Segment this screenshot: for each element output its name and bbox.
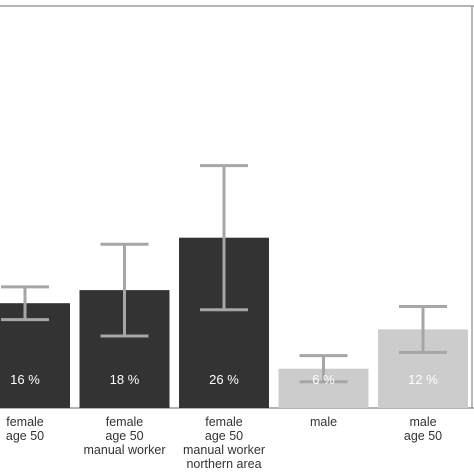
value-labels-group: 16 % 18 % 26 % 6 % 12 % xyxy=(10,372,438,387)
category-label-3: female age 50 manual worker northern area xyxy=(183,415,265,471)
category-label-4: male xyxy=(310,415,337,429)
value-label-3: 26 % xyxy=(209,372,239,387)
value-label-4: 6 % xyxy=(312,372,335,387)
error-bar-4 xyxy=(299,354,348,384)
category-label-1: female age 50 xyxy=(6,415,44,443)
error-bar-1 xyxy=(1,285,49,322)
value-label-2: 18 % xyxy=(110,372,140,387)
error-bar-5 xyxy=(399,304,447,354)
category-labels-group: female age 50 female age 50 manual worker fem… xyxy=(6,415,442,471)
value-label-1: 16 % xyxy=(10,372,40,387)
category-label-2: female age 50 manual worker xyxy=(84,415,166,457)
error-bars-group xyxy=(1,164,447,384)
error-bar-2 xyxy=(100,242,149,338)
category-label-5: male age 50 xyxy=(404,415,442,443)
value-label-5: 12 % xyxy=(408,372,438,387)
error-bar-3 xyxy=(200,164,248,312)
